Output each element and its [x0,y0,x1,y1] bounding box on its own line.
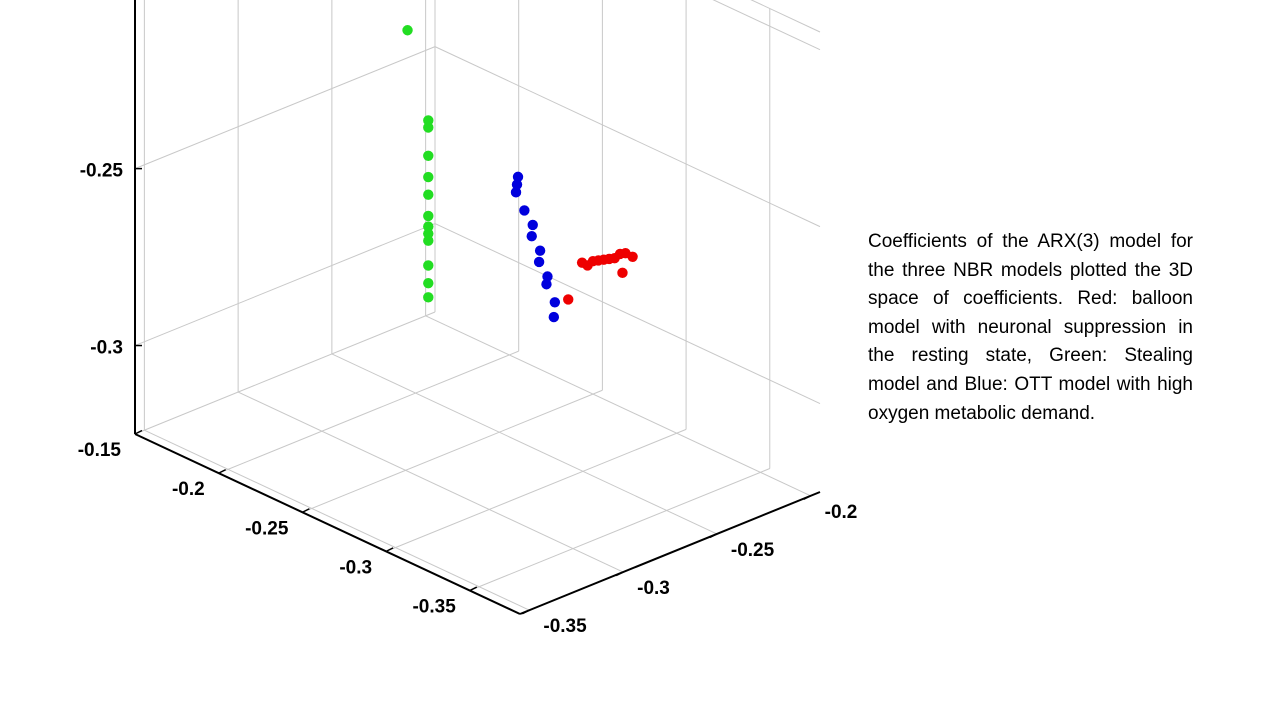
x-tick-label: -0.35 [412,597,456,618]
x-tick-label: -0.3 [339,557,372,578]
series-2-point [527,219,538,231]
series-0-point [563,294,574,305]
series-2-point [534,245,546,256]
y-tick-label: -0.2 [825,502,858,523]
grid-line [218,350,519,474]
series-2-point [511,179,523,190]
series-2-point [526,230,537,242]
y-tick-label: -0.35 [543,616,587,637]
grid-line [469,468,770,591]
grid-lines [134,0,821,611]
grid-line [302,389,603,513]
series-1-point [423,150,434,161]
x-tick-label: -0.25 [245,518,289,539]
y-tick [522,609,530,615]
scatter-3d-chart: -0.15 -0.2 -0.25 -0.3 -0.35 -0.2 -0.25 -0.3 -0.3… [78,0,858,637]
z-tick-label: -0.3 [90,338,123,359]
series-2-point [512,171,524,183]
grid-line [331,353,718,535]
x-tick [134,429,143,435]
axes [134,0,821,615]
series-2-point [549,297,561,308]
series-0-point [617,267,628,279]
x-axis-line [134,433,521,615]
y-tick-label: -0.25 [731,540,775,561]
grid-line [134,46,436,170]
grid-line [750,0,821,33]
y-tick-label: -0.3 [637,578,670,599]
series-1-point [423,171,434,183]
x-tick [302,508,310,513]
series-2-point [510,187,522,198]
x-tick [469,586,478,592]
x-tick-label: -0.15 [78,440,122,461]
series-2-point [542,271,553,282]
z-tick-label: -0.2 [90,0,123,5]
data-points [402,25,638,323]
series-1-point [402,25,413,36]
y-tick [615,571,624,577]
y-tick [709,533,718,539]
grid-line [385,428,687,552]
grid-line [144,429,530,611]
series-1-point [423,189,434,200]
grid-line [712,0,821,51]
x-tick [218,468,227,474]
x-tick [385,547,394,553]
series-2-point [541,279,552,290]
grid-line [425,315,811,497]
grid-line [237,391,624,573]
grid-line [434,223,821,404]
y-tick [803,495,811,500]
y-axis-line [519,491,821,615]
series-1-point [423,122,434,133]
series-2-point [548,311,560,323]
grid-line [134,311,436,435]
series-1-point [423,260,434,271]
series-0-point [576,257,588,268]
tick-labels: -0.15 -0.2 -0.25 -0.3 -0.35 -0.2 -0.25 -0.3 -0.3… [78,0,858,637]
series-1-point [423,235,434,246]
z-tick-label: -0.25 [80,161,124,182]
series-1-point [423,210,434,222]
figure-caption: Coefficients of the ARX(3) model for the… [868,231,1193,424]
series-2-point [533,256,545,268]
series-1-point [423,292,434,303]
x-tick-label: -0.2 [172,479,205,500]
series-2-point [519,205,530,216]
grid-line [434,46,821,228]
grid-line [134,223,436,347]
series-1-point [423,277,434,289]
